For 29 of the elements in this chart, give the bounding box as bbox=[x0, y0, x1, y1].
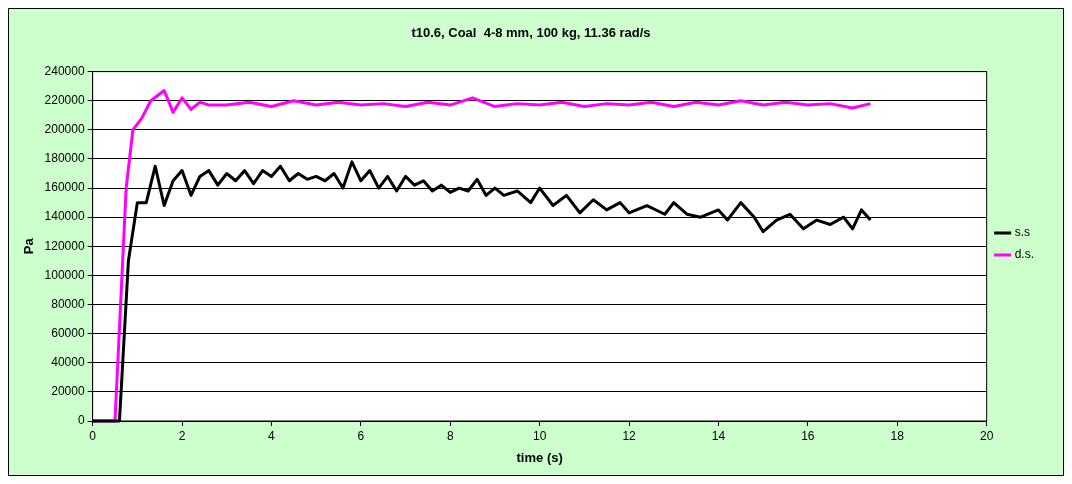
y-tick-label: 0 bbox=[77, 413, 85, 428]
x-tick-label: 10 bbox=[532, 428, 547, 443]
x-tick-label: 8 bbox=[446, 428, 454, 443]
legend-label: s.s bbox=[1014, 225, 1030, 240]
chart-title: t10.6, Coal 4-8 mm, 100 kg, 11.36 rad/s bbox=[411, 25, 651, 41]
legend-label: d.s. bbox=[1014, 247, 1034, 262]
y-tick-label: 240000 bbox=[44, 63, 85, 78]
y-tick-label: 20000 bbox=[51, 384, 85, 399]
x-tick-label: 14 bbox=[711, 428, 726, 443]
y-tick-label: 60000 bbox=[51, 325, 85, 340]
x-tick-label: 16 bbox=[801, 428, 815, 443]
y-tick-label: 100000 bbox=[44, 267, 85, 282]
x-tick-label: 12 bbox=[622, 428, 637, 443]
x-tick-label: 18 bbox=[890, 428, 905, 443]
y-tick-label: 160000 bbox=[44, 180, 85, 195]
y-tick-label: 220000 bbox=[44, 93, 85, 108]
x-tick-label: 0 bbox=[89, 428, 97, 443]
x-tick-label: 6 bbox=[357, 428, 365, 443]
y-tick-label: 180000 bbox=[44, 151, 85, 166]
y-tick-label: 40000 bbox=[51, 355, 85, 370]
x-axis-title: time (s) bbox=[516, 449, 563, 465]
y-tick-label: 140000 bbox=[44, 209, 85, 224]
x-tick-label: 2 bbox=[178, 428, 186, 443]
y-axis-title: Pa bbox=[21, 237, 37, 255]
y-tick-label: 120000 bbox=[44, 238, 85, 253]
x-tick-label: 20 bbox=[979, 428, 994, 443]
x-tick-label: 4 bbox=[268, 428, 276, 443]
y-tick-label: 80000 bbox=[51, 296, 85, 311]
y-tick-label: 200000 bbox=[44, 122, 85, 137]
